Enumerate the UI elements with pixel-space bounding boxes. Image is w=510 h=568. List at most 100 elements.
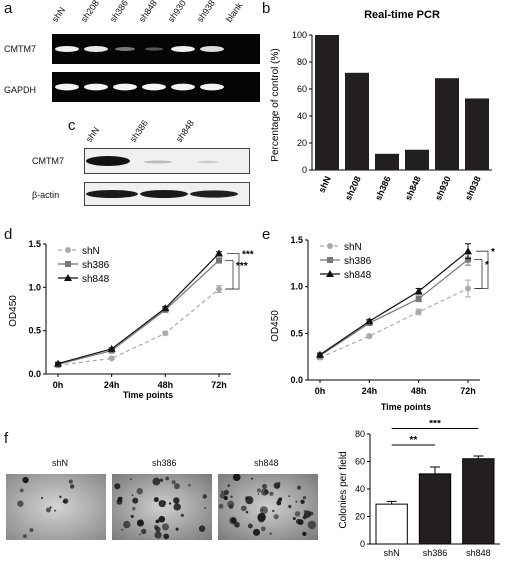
colony-dot bbox=[175, 527, 179, 531]
x-tick-label: 72h bbox=[211, 380, 227, 390]
colony-dot bbox=[257, 493, 260, 495]
colony-dot bbox=[269, 491, 274, 496]
lane-label: sh930 bbox=[165, 0, 189, 24]
lane-label: sh208 bbox=[78, 0, 102, 24]
bar bbox=[435, 78, 459, 170]
colony-dot bbox=[117, 496, 123, 502]
colony-dot bbox=[45, 507, 51, 513]
colony-dot bbox=[278, 497, 283, 502]
colony-dot bbox=[59, 495, 62, 499]
colony-dot bbox=[180, 513, 185, 518]
colony-dot bbox=[251, 477, 254, 480]
colony-dot bbox=[294, 511, 301, 517]
x-tick-label: sh386 bbox=[373, 175, 393, 202]
legend-marker bbox=[327, 243, 333, 249]
colony-dot bbox=[227, 484, 231, 487]
x-tick-label: sh848 bbox=[403, 175, 423, 202]
colony-dot bbox=[136, 519, 144, 527]
blot-image-beta-actin bbox=[84, 182, 250, 206]
colony-dot bbox=[204, 506, 207, 509]
x-tick-label: 0h bbox=[315, 386, 326, 396]
colony-dot bbox=[307, 520, 316, 530]
colony-dot bbox=[68, 479, 73, 484]
gel-row-label: GAPDH bbox=[4, 85, 37, 95]
bar bbox=[375, 503, 408, 545]
panel-letter-a: a bbox=[4, 0, 13, 17]
legend-marker bbox=[327, 257, 333, 263]
lane-label: sh386 bbox=[127, 118, 151, 144]
colony-dot bbox=[309, 511, 314, 516]
colony-dot bbox=[41, 497, 44, 500]
colony-dot bbox=[158, 515, 166, 523]
colony-dot bbox=[272, 509, 275, 513]
colony-dot bbox=[139, 533, 141, 536]
blot-panel-c: shN sh386 sh848 CMTM7 β-actin bbox=[30, 118, 250, 213]
x-tick-label: shN bbox=[317, 175, 333, 195]
significance-label: *** bbox=[236, 261, 248, 272]
micrograph-sh848 bbox=[218, 474, 318, 540]
chart-e-od450: OD450 Time points 0.0 0.5 1.0 1.5 0h 24h 48h 72… bbox=[270, 235, 495, 412]
colony-dot bbox=[260, 526, 266, 532]
colony-dot bbox=[288, 504, 292, 509]
colony-dot bbox=[123, 520, 131, 529]
legend-label: sh386 bbox=[344, 256, 372, 267]
data-point bbox=[108, 355, 115, 362]
colony-dot bbox=[136, 488, 143, 495]
legend-label: sh848 bbox=[82, 274, 110, 285]
series-line-sh386 bbox=[57, 260, 220, 366]
blot-row-label: β-actin bbox=[32, 190, 60, 200]
y-tick-label: 1.0 bbox=[290, 282, 303, 292]
lane-label: sh848 bbox=[173, 118, 197, 144]
colony-dot bbox=[161, 523, 169, 531]
x-tick-label: 48h bbox=[411, 386, 427, 396]
legend-label: sh386 bbox=[82, 260, 110, 271]
bar bbox=[315, 35, 339, 170]
y-tick-label: 60 bbox=[355, 457, 365, 467]
legend-marker bbox=[64, 274, 72, 281]
colony-dot bbox=[252, 528, 261, 536]
data-point bbox=[216, 257, 222, 264]
colony-dot bbox=[54, 509, 57, 512]
significance-label: * bbox=[485, 260, 489, 271]
significance-label: * bbox=[491, 247, 495, 258]
colony-dot bbox=[221, 490, 224, 493]
data-point bbox=[415, 295, 422, 302]
y-tick-label: 80 bbox=[297, 57, 307, 67]
micrograph-label: sh386 bbox=[152, 458, 177, 468]
data-point bbox=[465, 256, 471, 263]
x-tick-label: sh938 bbox=[463, 175, 483, 202]
colony-dot bbox=[259, 506, 268, 515]
micrograph-shn bbox=[6, 474, 106, 540]
significance-label: *** bbox=[429, 420, 441, 430]
colony-dot bbox=[219, 492, 226, 499]
data-point bbox=[414, 287, 423, 295]
series-line-sh386 bbox=[319, 259, 469, 357]
panel-letter-c: c bbox=[68, 117, 76, 134]
bar bbox=[345, 72, 369, 170]
x-tick-label: sh208 bbox=[343, 175, 363, 202]
significance-label: *** bbox=[242, 250, 254, 261]
data-point bbox=[465, 285, 471, 292]
lane-label: shN bbox=[83, 125, 102, 144]
chart-d-ylabel: OD450 bbox=[8, 295, 19, 327]
y-tick-label: 0.5 bbox=[28, 326, 41, 336]
colony-dot bbox=[245, 510, 249, 514]
y-tick-label: 60 bbox=[297, 84, 307, 94]
x-tick-label: sh930 bbox=[433, 175, 453, 202]
y-tick-label: 100 bbox=[292, 30, 307, 40]
colony-dot bbox=[297, 485, 302, 490]
legend-label: shN bbox=[344, 242, 362, 253]
data-point bbox=[316, 350, 324, 358]
panel-letter-e: e bbox=[262, 226, 271, 243]
colony-dot bbox=[292, 517, 296, 521]
y-tick-label: 1.0 bbox=[28, 282, 41, 292]
colony-dot bbox=[173, 483, 180, 490]
colony-dot bbox=[131, 494, 134, 497]
legend-marker bbox=[65, 247, 71, 253]
colony-dot bbox=[173, 497, 180, 504]
colony-dot bbox=[198, 525, 206, 532]
gel-panel-a: shN sh208 sh386 sh848 sh930 sh938 blank … bbox=[0, 0, 260, 105]
colony-dot bbox=[153, 497, 159, 503]
lane-label: sh386 bbox=[107, 0, 131, 24]
colony-dot bbox=[245, 496, 254, 505]
